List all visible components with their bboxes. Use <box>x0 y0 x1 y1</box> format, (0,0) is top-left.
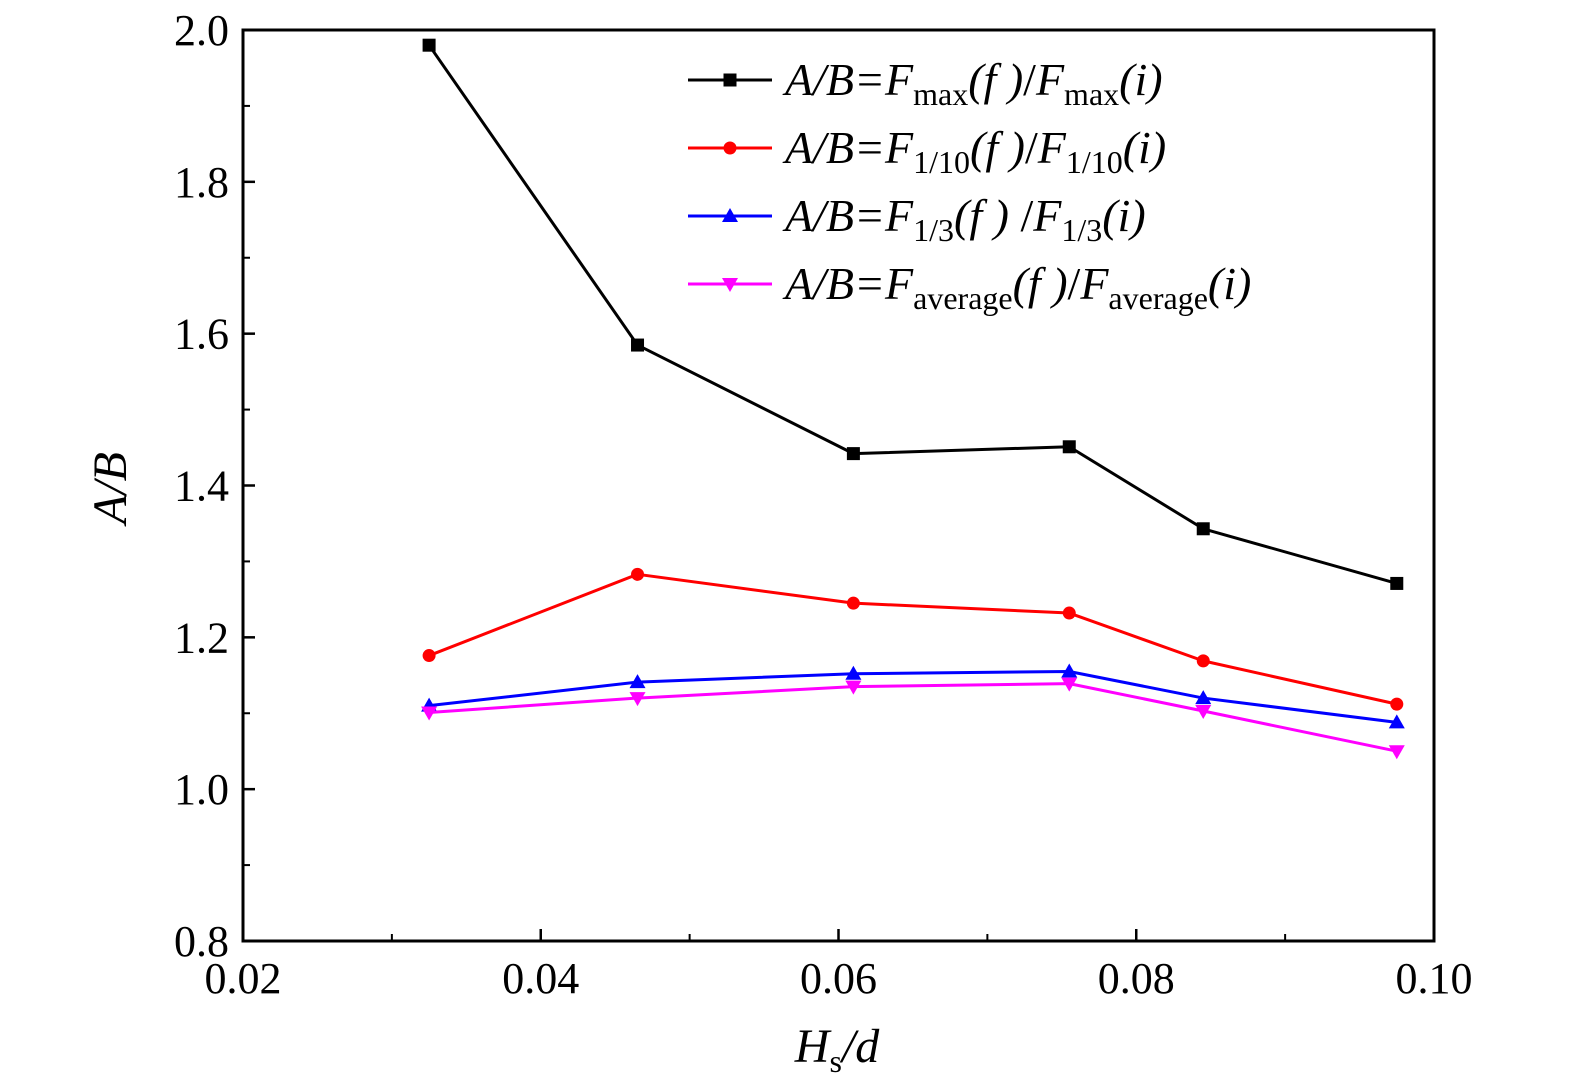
series-4 <box>421 677 1405 760</box>
legend-label-part: average <box>1108 280 1207 316</box>
legend-label-part: A/B= <box>782 122 885 173</box>
data-point <box>1388 745 1405 760</box>
legend-label: A/B=Faverage(f )/Faverage(i) <box>782 258 1251 316</box>
y-axis: 0.8 1.0 1.2 1.4 1.6 1.8 2.0 <box>174 6 255 966</box>
legend-label-part: F <box>1032 190 1062 241</box>
legend-label: A/B=Fmax(f )/Fmax(i) <box>782 54 1163 112</box>
data-point <box>1061 663 1078 678</box>
x-axis: 0.02 0.04 0.06 0.08 0.10 <box>205 929 1473 1003</box>
legend-label-part: / <box>1023 54 1036 105</box>
legend-label-part: (f ) <box>968 54 1023 105</box>
legend-label-part: A/B= <box>782 54 885 105</box>
legend-marker <box>722 278 738 292</box>
series-1 <box>422 38 1404 590</box>
legend-label-part: max <box>1064 76 1119 112</box>
legend-label-part: F <box>884 258 914 309</box>
legend-label-part: (i) <box>1208 258 1251 309</box>
legend-label-part: A/B= <box>782 190 885 241</box>
x-axis-title-tail: /d <box>839 1020 880 1073</box>
x-axis-title-main: H <box>794 1020 832 1073</box>
data-point <box>1390 697 1404 711</box>
data-point <box>422 649 436 663</box>
legend-label-part: 1/3 <box>913 212 954 248</box>
legend-label-part: max <box>913 76 968 112</box>
legend-label-part: / <box>1025 122 1038 173</box>
y-tick-label: 1.6 <box>174 310 229 359</box>
plot-area: 0.02 0.04 0.06 0.08 0.10 0.8 1.0 1.2 1.4 1.6 1.8 2… <box>174 6 1473 1003</box>
x-tick-label: 0.06 <box>800 954 877 1003</box>
legend-marker <box>722 208 738 222</box>
series-line <box>427 44 1398 585</box>
legend-label-part: A/B= <box>782 258 885 309</box>
x-axis-title-sub: s <box>829 1043 841 1079</box>
data-point <box>845 680 862 695</box>
y-tick-label: 1.0 <box>174 765 229 814</box>
legend-marker <box>723 141 737 155</box>
data-point <box>1062 606 1076 620</box>
data-point <box>846 596 860 610</box>
y-tick-label: 1.8 <box>174 158 229 207</box>
data-point <box>845 665 862 680</box>
data-point <box>1061 677 1078 692</box>
legend-label: A/B=F1/10(f )/F1/10(i) <box>782 122 1166 180</box>
data-point <box>1062 440 1076 454</box>
legend-label-part: (f ) <box>970 122 1025 173</box>
series-line <box>428 669 1397 724</box>
data-point <box>1390 576 1404 590</box>
y-tick-label: 1.2 <box>174 613 229 662</box>
legend-label-part: F <box>884 54 914 105</box>
legend-label: A/B=F1/3(f ) /F1/3(i) <box>782 190 1146 248</box>
legend-label-part: F <box>884 122 914 173</box>
data-point <box>629 692 646 707</box>
y-axis-title: A/B <box>84 452 137 527</box>
series-line <box>428 572 1398 706</box>
x-tick-label: 0.02 <box>205 954 282 1003</box>
data-point <box>1195 704 1212 719</box>
y-tick-label: 1.4 <box>174 462 229 511</box>
legend-label-part: / <box>1068 258 1081 309</box>
x-tick-label: 0.10 <box>1396 954 1473 1003</box>
series-2 <box>422 567 1404 711</box>
data-point <box>846 447 860 461</box>
data-point <box>631 338 645 352</box>
legend-label-part: (f ) <box>1013 258 1068 309</box>
data-point <box>1196 654 1210 668</box>
legend-label-part: / <box>1020 190 1033 241</box>
legend-label-part: (i) <box>1102 190 1145 241</box>
data-point <box>421 706 438 721</box>
legend-marker <box>723 73 737 87</box>
data-point <box>422 38 436 52</box>
legend-label-part: F <box>1037 122 1067 173</box>
x-tick-label: 0.08 <box>1098 954 1175 1003</box>
data-point <box>1388 714 1405 729</box>
legend-label-part: F <box>1079 258 1109 309</box>
legend-label-part: F <box>1035 54 1065 105</box>
legend-label-part: 1/10 <box>913 144 970 180</box>
legend-label-part: (f ) <box>954 190 1020 241</box>
legend: A/B=Fmax(f )/Fmax(i)A/B=F1/10(f )/F1/10(… <box>688 54 1251 316</box>
legend-label-part: (i) <box>1119 54 1162 105</box>
legend-item: A/B=F1/3(f ) /F1/3(i) <box>688 190 1146 248</box>
data-point <box>629 674 646 689</box>
legend-label-part: (i) <box>1123 122 1166 173</box>
y-tick-label: 0.8 <box>174 917 229 966</box>
x-axis-title: Hs/d <box>794 1020 880 1079</box>
x-tick-label: 0.04 <box>502 954 579 1003</box>
data-point <box>1195 690 1212 705</box>
series-line <box>428 682 1398 753</box>
series-layer <box>421 38 1405 760</box>
legend-label-part: F <box>884 190 914 241</box>
data-point <box>631 567 645 581</box>
legend-label-part: average <box>913 280 1012 316</box>
legend-item: A/B=Fmax(f )/Fmax(i) <box>688 54 1163 112</box>
legend-item: A/B=Faverage(f )/Faverage(i) <box>688 258 1251 316</box>
legend-label-part: 1/10 <box>1066 144 1123 180</box>
y-tick-label: 2.0 <box>174 6 229 55</box>
data-point <box>1196 522 1210 536</box>
legend-label-part: 1/3 <box>1061 212 1102 248</box>
legend-item: A/B=F1/10(f )/F1/10(i) <box>688 122 1166 180</box>
